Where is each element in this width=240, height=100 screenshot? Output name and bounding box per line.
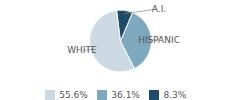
svg-text:WHITE: WHITE — [67, 45, 97, 55]
html-text:55.6%: 55.6% — [59, 89, 88, 100]
svg-text:HISPANIC: HISPANIC — [138, 35, 180, 45]
svg-text:A.I.: A.I. — [152, 4, 166, 14]
html-text:8.3%: 8.3% — [163, 89, 187, 100]
html-text:36.1%: 36.1% — [111, 89, 140, 100]
